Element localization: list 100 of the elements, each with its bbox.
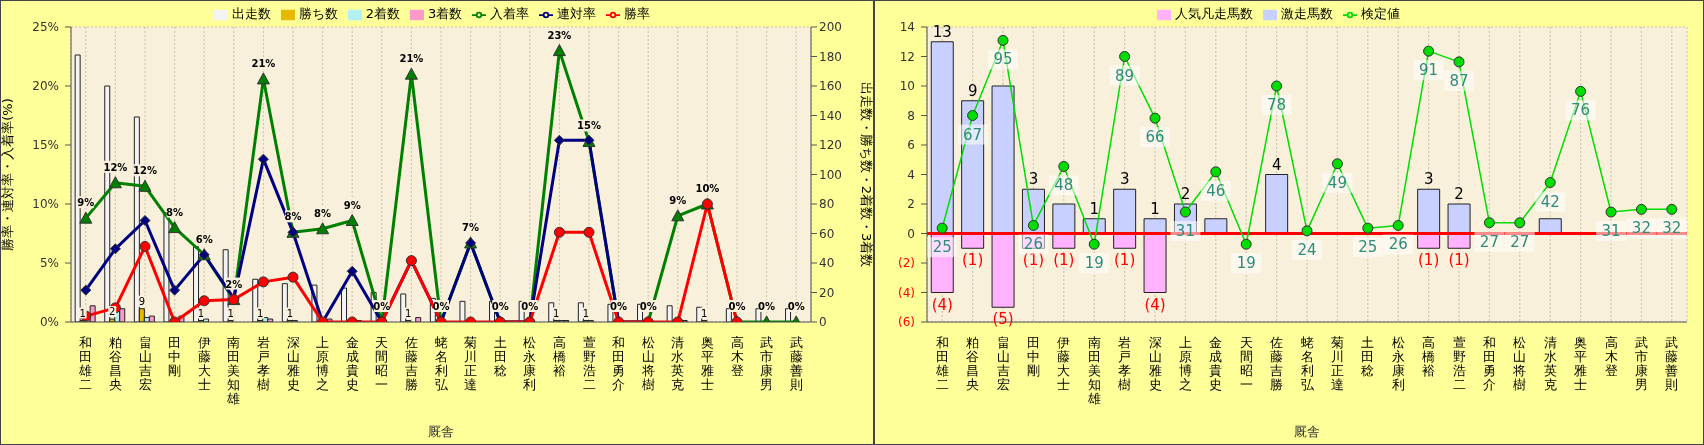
- data-label: 25: [932, 238, 952, 257]
- data-label: (1): [1418, 251, 1440, 270]
- data-label: 26: [1388, 235, 1408, 254]
- data-label: 9%: [669, 194, 687, 206]
- legend-label: 入着率: [490, 6, 530, 21]
- x-tick-label: 菊川正達: [1330, 335, 1344, 392]
- x-tick-label: 粕谷昌央: [966, 335, 980, 392]
- y2-tick-label: 60: [819, 226, 835, 241]
- data-label: 19: [1236, 254, 1256, 273]
- x-tick-label: 土田稔: [1361, 335, 1375, 378]
- x-tick-label: 萱野浩二: [582, 335, 596, 392]
- x-tick-label: 奥平雅士: [700, 335, 714, 392]
- x-tick-label: 田中剛: [168, 335, 182, 378]
- data-label: 8%: [166, 206, 184, 218]
- y-tick-label: 14: [899, 20, 915, 34]
- x-tick-label: 蛯名利弘: [434, 335, 449, 392]
- data-label: 42: [1540, 192, 1560, 211]
- x-tick-label: 佐藤吉勝: [1270, 335, 1284, 392]
- y-tick-label: 8: [907, 108, 915, 123]
- data-label: 48: [1054, 176, 1074, 195]
- data-label: 1: [286, 307, 294, 319]
- data-label: 8%: [284, 211, 302, 223]
- data-label: 0%: [432, 301, 450, 312]
- y-tick-label: 0: [907, 226, 915, 241]
- data-label: 1: [701, 307, 708, 319]
- legend-label: 激走馬数: [1280, 6, 1333, 21]
- data-label: 32: [1631, 219, 1651, 238]
- x-tick-label: 松永康利: [523, 335, 537, 392]
- y2-tick-label: 20: [819, 285, 835, 300]
- data-label: 25: [1358, 238, 1378, 257]
- data-label: 12%: [103, 161, 128, 173]
- data-label: 10%: [695, 183, 720, 194]
- x-tick-label: 和田雄二: [934, 335, 949, 392]
- x-tick-label: 上原博之: [316, 335, 330, 392]
- data-label: 9%: [77, 197, 95, 209]
- data-label: 9: [138, 295, 146, 307]
- y2-tick-label: 140: [819, 108, 842, 123]
- data-label: (1): [1053, 251, 1075, 270]
- data-label: 19: [1084, 254, 1104, 273]
- x-tick-label: 土田稔: [493, 335, 507, 378]
- data-label: 13: [932, 22, 952, 41]
- x-tick-label: 金成貴史: [345, 335, 359, 392]
- data-label: 0%: [610, 301, 628, 312]
- data-label: 6%: [195, 233, 213, 245]
- data-label: 0%: [491, 301, 509, 312]
- y-tick-label: 10: [899, 79, 915, 93]
- x-tick-label: 松山将樹: [640, 335, 655, 392]
- x-tick-label: 上原博之: [1178, 335, 1192, 392]
- x-tick-label: 菊川正達: [464, 335, 478, 392]
- data-label: (4): [1144, 295, 1166, 314]
- data-label: 78: [1267, 96, 1287, 114]
- y2-tick-label: 120: [819, 138, 842, 153]
- data-label: (1): [1022, 251, 1045, 270]
- x-tick-label: 金成貴史: [1209, 335, 1223, 392]
- x-tick-label: 畠山吉宏: [996, 335, 1010, 392]
- data-label: 0%: [521, 301, 539, 312]
- x-tick-label: 天間昭一: [375, 335, 389, 392]
- data-label: 0%: [373, 301, 391, 312]
- x-tick-label: 南田美知雄: [226, 335, 241, 406]
- data-label: 27: [1479, 232, 1499, 251]
- y2-tick-label: 100: [819, 167, 842, 182]
- data-label: 0%: [639, 301, 657, 312]
- legend-label: 連対率: [557, 6, 597, 21]
- data-label: 3: [1119, 170, 1130, 189]
- data-label: 2: [109, 306, 116, 318]
- data-label: 46: [1206, 181, 1226, 200]
- data-label: 12%: [133, 165, 157, 177]
- data-label: (4): [931, 295, 953, 314]
- data-label: 3: [1028, 170, 1039, 189]
- x-tick-label: 岩戸孝樹: [1118, 335, 1132, 392]
- data-label: 3: [1423, 170, 1434, 189]
- legend-label: 勝率: [624, 6, 651, 21]
- x-tick-label: 武市康男: [760, 335, 774, 392]
- legend-label: 2着数: [365, 6, 400, 21]
- data-label: 24: [1297, 240, 1317, 259]
- y2-tick-label: 200: [819, 20, 842, 35]
- x-tick-label: 武市康男: [1634, 335, 1648, 392]
- x-tick-label: 高木登: [1604, 335, 1618, 378]
- x-tick-label: 高木登: [730, 335, 744, 378]
- data-label: 1: [582, 307, 590, 319]
- y-tick-label: 25%: [32, 20, 59, 34]
- x-tick-label: 松永康利: [1391, 335, 1405, 392]
- x-tick-label: 武藤善則: [1665, 335, 1679, 392]
- data-label: 1: [227, 307, 234, 319]
- x-tick-label: 清水英克: [1543, 335, 1557, 392]
- x-tick-label: 深山雅史: [1148, 335, 1162, 392]
- x-tick-label: 粕谷昌央: [108, 335, 122, 392]
- data-label: 4: [1271, 155, 1282, 174]
- data-label: 0%: [758, 301, 776, 312]
- x-tick-label: 和田勇介: [1482, 335, 1496, 392]
- x-tick-label: 南田美知雄: [1086, 335, 1101, 406]
- y2-axis-title: 出走数・勝ち数・2着数・3着数: [859, 81, 875, 268]
- x-tick-label: 天間昭一: [1239, 335, 1253, 392]
- data-label: 89: [1115, 66, 1135, 85]
- x-tick-label: 和田雄二: [78, 335, 93, 392]
- y-tick-label: 5%: [39, 256, 59, 270]
- data-label: 31: [1601, 222, 1621, 241]
- data-label: 1: [1089, 199, 1100, 218]
- y-tick-label: (4): [898, 285, 915, 300]
- data-label: 49: [1327, 173, 1347, 192]
